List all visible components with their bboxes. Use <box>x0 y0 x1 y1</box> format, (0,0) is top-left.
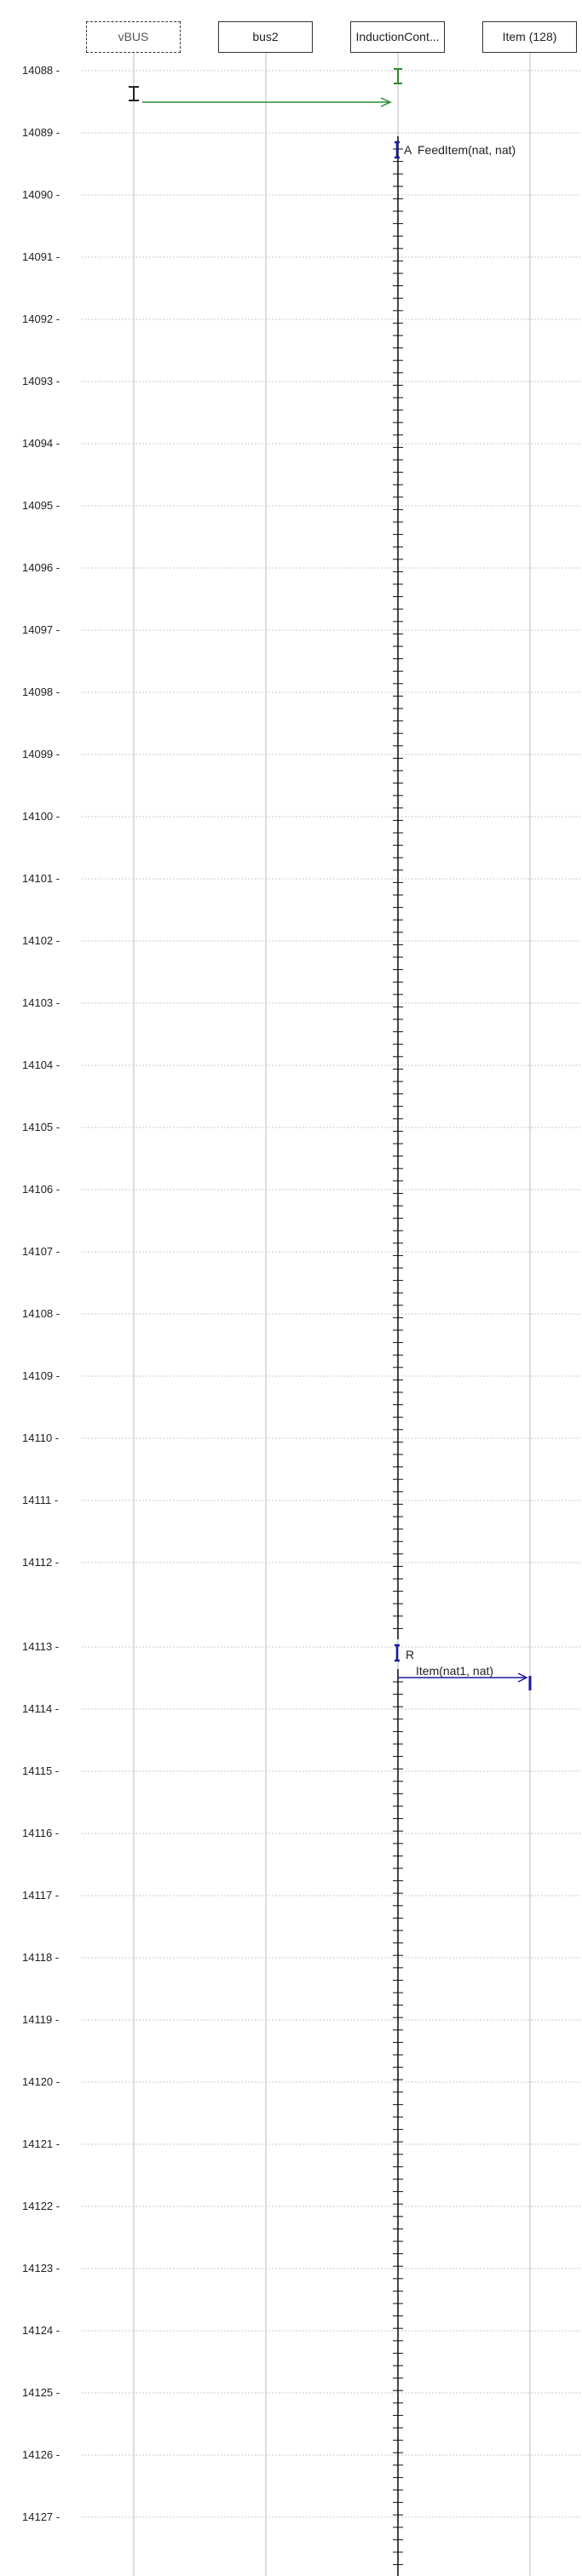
time-axis-tick-label: 14105 - <box>22 1121 61 1133</box>
time-axis-tick-label: 14107 - <box>22 1245 61 1258</box>
time-axis-tick-label: 14098 - <box>22 686 61 698</box>
time-axis-tick-label: 14116 - <box>22 1827 60 1839</box>
time-axis-tick-label: 14089 - <box>22 126 61 139</box>
time-axis-tick-label: 14118 - <box>22 1951 60 1964</box>
time-axis-tick-label: 14120 - <box>22 2075 61 2088</box>
time-axis-tick-label: 14113 - <box>22 1640 60 1653</box>
time-axis-tick-label: 14121 - <box>22 2137 61 2150</box>
time-axis-tick-label: 14109 - <box>22 1369 61 1382</box>
receiver-marker-green <box>394 68 402 84</box>
time-axis-tick-label: 14106 - <box>22 1183 61 1196</box>
lifeline-header-induction-controller[interactable]: InductionCont... <box>350 21 445 53</box>
time-axis-tick-label: 14108 - <box>22 1307 61 1320</box>
time-axis-tick-label: 14115 - <box>22 1764 60 1777</box>
time-axis-tick-label: 14122 - <box>22 2200 61 2212</box>
message-arrowhead <box>380 97 392 107</box>
time-axis-tick-label: 14094 - <box>22 437 61 450</box>
time-axis-tick-label: 14127 - <box>22 2510 61 2523</box>
time-axis-tick-label: 14093 - <box>22 375 61 387</box>
time-axis-tick-label: 14126 - <box>22 2448 61 2461</box>
time-axis-tick-label: 14100 - <box>22 810 61 823</box>
time-axis-tick-label: 14123 - <box>22 2262 61 2275</box>
message-label-feeditem: FeedItem(nat, nat) <box>418 143 516 157</box>
time-axis-tick-label: 14091 - <box>22 250 61 263</box>
time-axis-tick-label: 14117 - <box>22 1889 60 1902</box>
time-axis-tick-label: 14103 - <box>22 996 61 1009</box>
time-axis-tick-label: 14092 - <box>22 313 61 325</box>
time-axis-tick-label: 14097 - <box>22 623 61 636</box>
activation-start-marker-a <box>395 141 400 159</box>
message-marker-a: A <box>404 143 412 157</box>
time-axis-tick-label: 14095 - <box>22 499 61 512</box>
message-marker-r: R <box>406 1648 415 1661</box>
time-axis-tick-label: 14110 - <box>22 1431 60 1444</box>
lifeline-header-item[interactable]: Item (128) <box>482 21 577 53</box>
time-axis-tick-label: 14088 - <box>22 64 61 77</box>
lifeline-header-bus2[interactable]: bus2 <box>218 21 313 53</box>
time-axis-tick-label: 14124 - <box>22 2324 61 2337</box>
lifeline-header-vbus[interactable]: vBUS <box>86 21 181 53</box>
time-axis-tick-label: 14114 - <box>22 1702 60 1715</box>
time-axis-tick-label: 14090 - <box>22 188 61 201</box>
sender-marker-vbus <box>129 86 139 101</box>
time-axis-tick-label: 14125 - <box>22 2386 61 2399</box>
time-axis-tick-label: 14099 - <box>22 748 61 760</box>
message-arrowhead <box>517 1672 528 1683</box>
time-axis-tick-label: 14101 - <box>22 872 61 885</box>
time-axis-tick-label: 14096 - <box>22 561 61 574</box>
message-label-item: Item(nat1, nat) <box>416 1664 494 1678</box>
time-axis-tick-label: 14119 - <box>22 2013 60 2026</box>
time-axis-tick-label: 14102 - <box>22 934 61 947</box>
time-axis-tick-label: 14104 - <box>22 1059 61 1071</box>
activation-start-marker-r <box>395 1644 400 1662</box>
time-axis-tick-label: 14111 - <box>22 1494 59 1506</box>
time-axis-tick-label: 14112 - <box>22 1556 60 1569</box>
